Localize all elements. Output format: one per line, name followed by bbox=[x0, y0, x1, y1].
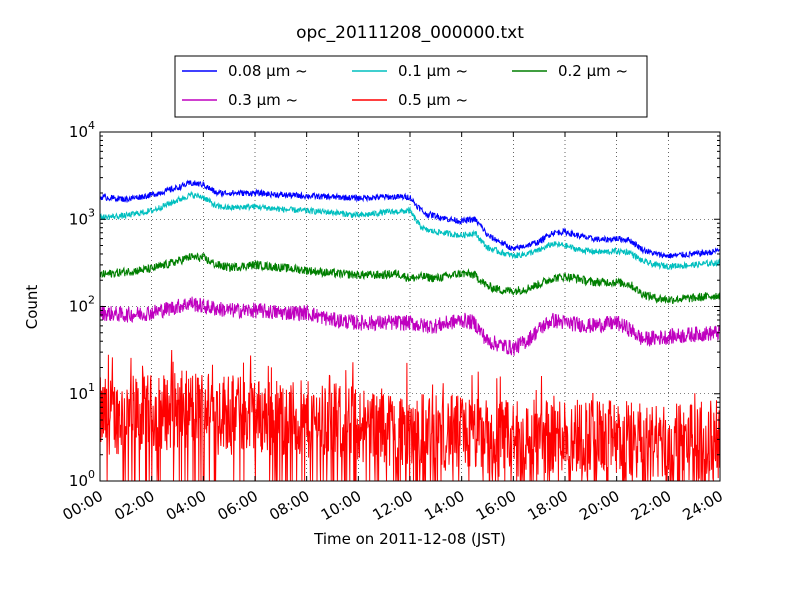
x-tick-label: 08:00 bbox=[266, 487, 312, 524]
y-axis-label: Count bbox=[23, 285, 41, 330]
y-tick-base: 10 bbox=[69, 385, 88, 403]
y-tick-base: 10 bbox=[69, 298, 88, 316]
legend-label: 0.5 μm ~ bbox=[398, 91, 468, 109]
x-tick-label: 22:00 bbox=[628, 487, 674, 524]
x-tick-label: 10:00 bbox=[318, 487, 364, 524]
x-tick-label: 20:00 bbox=[576, 487, 622, 524]
legend-label: 0.1 μm ~ bbox=[398, 62, 468, 80]
y-tick-base: 10 bbox=[69, 210, 88, 228]
y-tick-label: 100 bbox=[69, 468, 95, 490]
y-tick-exponent: 1 bbox=[88, 381, 95, 394]
y-tick-exponent: 3 bbox=[88, 206, 95, 219]
y-tick-base: 10 bbox=[69, 123, 88, 141]
x-tick-label: 24:00 bbox=[680, 487, 726, 524]
x-tick-label: 18:00 bbox=[525, 487, 571, 524]
series-line bbox=[100, 252, 720, 305]
legend-label: 0.3 μm ~ bbox=[228, 91, 298, 109]
series-layer bbox=[100, 179, 720, 481]
y-tick-label: 102 bbox=[69, 294, 95, 316]
y-tick-exponent: 2 bbox=[88, 294, 95, 307]
y-tick-base: 10 bbox=[69, 472, 88, 490]
y-tick-exponent: 0 bbox=[88, 468, 95, 481]
legend-label: 0.08 μm ~ bbox=[228, 62, 308, 80]
x-tick-label: 04:00 bbox=[163, 487, 209, 524]
y-tick-exponent: 4 bbox=[88, 119, 95, 132]
x-axis-label: Time on 2011-12-08 (JST) bbox=[313, 530, 506, 548]
series-line bbox=[100, 296, 720, 356]
y-tick-label: 103 bbox=[69, 206, 95, 228]
x-tick-label: 02:00 bbox=[111, 487, 157, 524]
y-tick-label: 104 bbox=[69, 119, 95, 141]
x-tick-label: 12:00 bbox=[370, 487, 416, 524]
series-line bbox=[100, 190, 720, 271]
y-tick-label: 101 bbox=[69, 381, 95, 403]
x-tick-label: 00:00 bbox=[60, 487, 106, 524]
legend: 0.08 μm ~ 0.1 μm ~ 0.2 μm ~ 0.3 μm ~ 0.5 μm … bbox=[174, 55, 648, 118]
x-tick-label: 06:00 bbox=[215, 487, 261, 524]
x-tick-label: 16:00 bbox=[473, 487, 519, 524]
legend-label: 0.2 μm ~ bbox=[558, 62, 628, 80]
series-line bbox=[100, 179, 720, 259]
legend-frame bbox=[174, 55, 648, 118]
grid-lines bbox=[100, 132, 720, 481]
chart-title: opc_20111208_000000.txt bbox=[296, 23, 524, 43]
axis-ticks: 00:00 02:00 04:00 06:00 08:00 10:00 12:00 14:00… bbox=[60, 119, 726, 524]
series-line bbox=[100, 349, 720, 481]
x-tick-label: 14:00 bbox=[421, 487, 467, 524]
